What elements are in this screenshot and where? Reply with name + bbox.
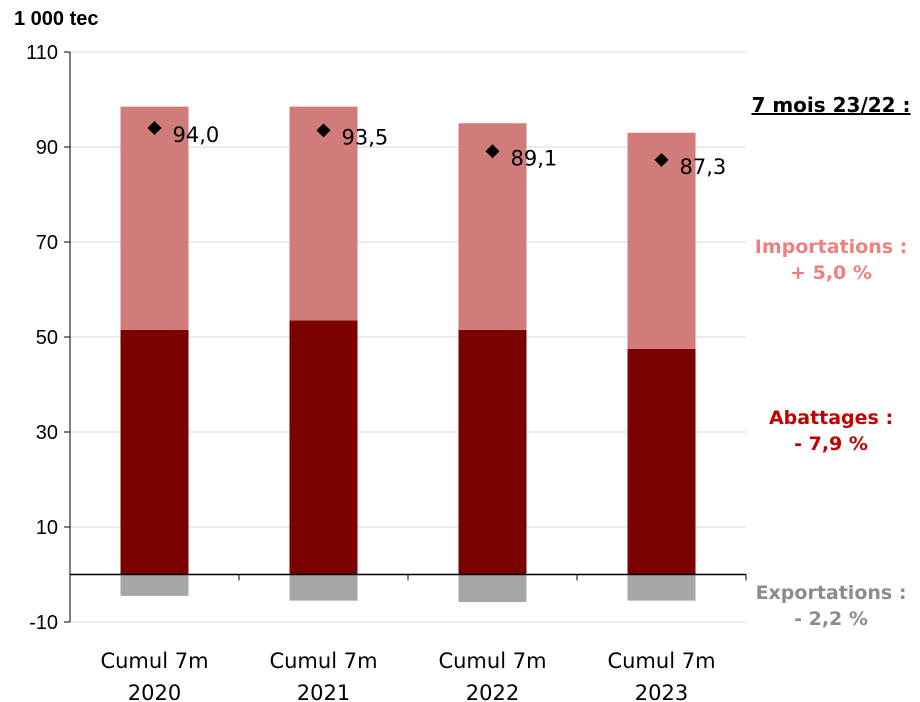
annotation-importations: Importations : + 5,0 %: [746, 234, 916, 286]
y-tick-label: 90: [36, 137, 58, 159]
consumption-label: 87,3: [680, 155, 727, 179]
y-unit-label: 1 000 tec: [14, 8, 99, 30]
bar-abattages: [120, 329, 189, 575]
x-category-year: 2020: [128, 681, 181, 702]
annotation-importations-value: + 5,0 %: [790, 262, 872, 284]
annotation-exportations-value: - 2,2 %: [794, 608, 868, 630]
bar-abattages: [627, 348, 696, 575]
y-tick-label: -10: [29, 612, 58, 634]
annotation-title: 7 mois 23/22 :: [751, 93, 911, 117]
annotation-exportations-label: Exportations :: [755, 582, 907, 604]
annotation-abattages: Abattages : - 7,9 %: [746, 405, 916, 457]
bar-exportations: [289, 574, 358, 601]
bar-abattages: [458, 329, 527, 575]
annotation-abattages-label: Abattages :: [768, 407, 894, 429]
x-category-year: 2023: [635, 681, 688, 702]
x-category-year: 2022: [466, 681, 519, 702]
x-category-year: 2021: [297, 681, 350, 702]
bar-importations: [627, 132, 696, 349]
consumption-label: 89,1: [511, 146, 558, 170]
consumption-marker: [654, 152, 669, 167]
x-category-label: Cumul 7m: [100, 649, 208, 673]
bar-exportations: [120, 574, 189, 596]
consumption-label: 93,5: [342, 125, 389, 149]
x-category-label: Cumul 7m: [607, 649, 715, 673]
bar-importations: [120, 106, 189, 330]
bar-exportations: [458, 574, 527, 603]
y-tick-label: 50: [36, 327, 58, 349]
annotation-exportations: Exportations : - 2,2 %: [746, 580, 916, 632]
x-category-label: Cumul 7m: [269, 649, 377, 673]
consumption-label: 94,0: [173, 123, 220, 147]
y-tick-label: 10: [36, 517, 58, 539]
annotation-abattages-value: - 7,9 %: [794, 433, 868, 455]
consumption-marker: [316, 123, 331, 138]
consumption-marker: [147, 121, 162, 135]
bar-exportations: [627, 574, 696, 601]
y-tick-label: 110: [26, 42, 58, 64]
bar-abattages: [289, 320, 358, 575]
annotation-importations-label: Importations :: [754, 236, 908, 258]
y-tick-label: 70: [36, 232, 58, 254]
y-tick-label: 30: [36, 422, 58, 444]
x-category-label: Cumul 7m: [438, 649, 546, 673]
bar-importations: [289, 106, 358, 321]
consumption-marker: [485, 144, 500, 159]
